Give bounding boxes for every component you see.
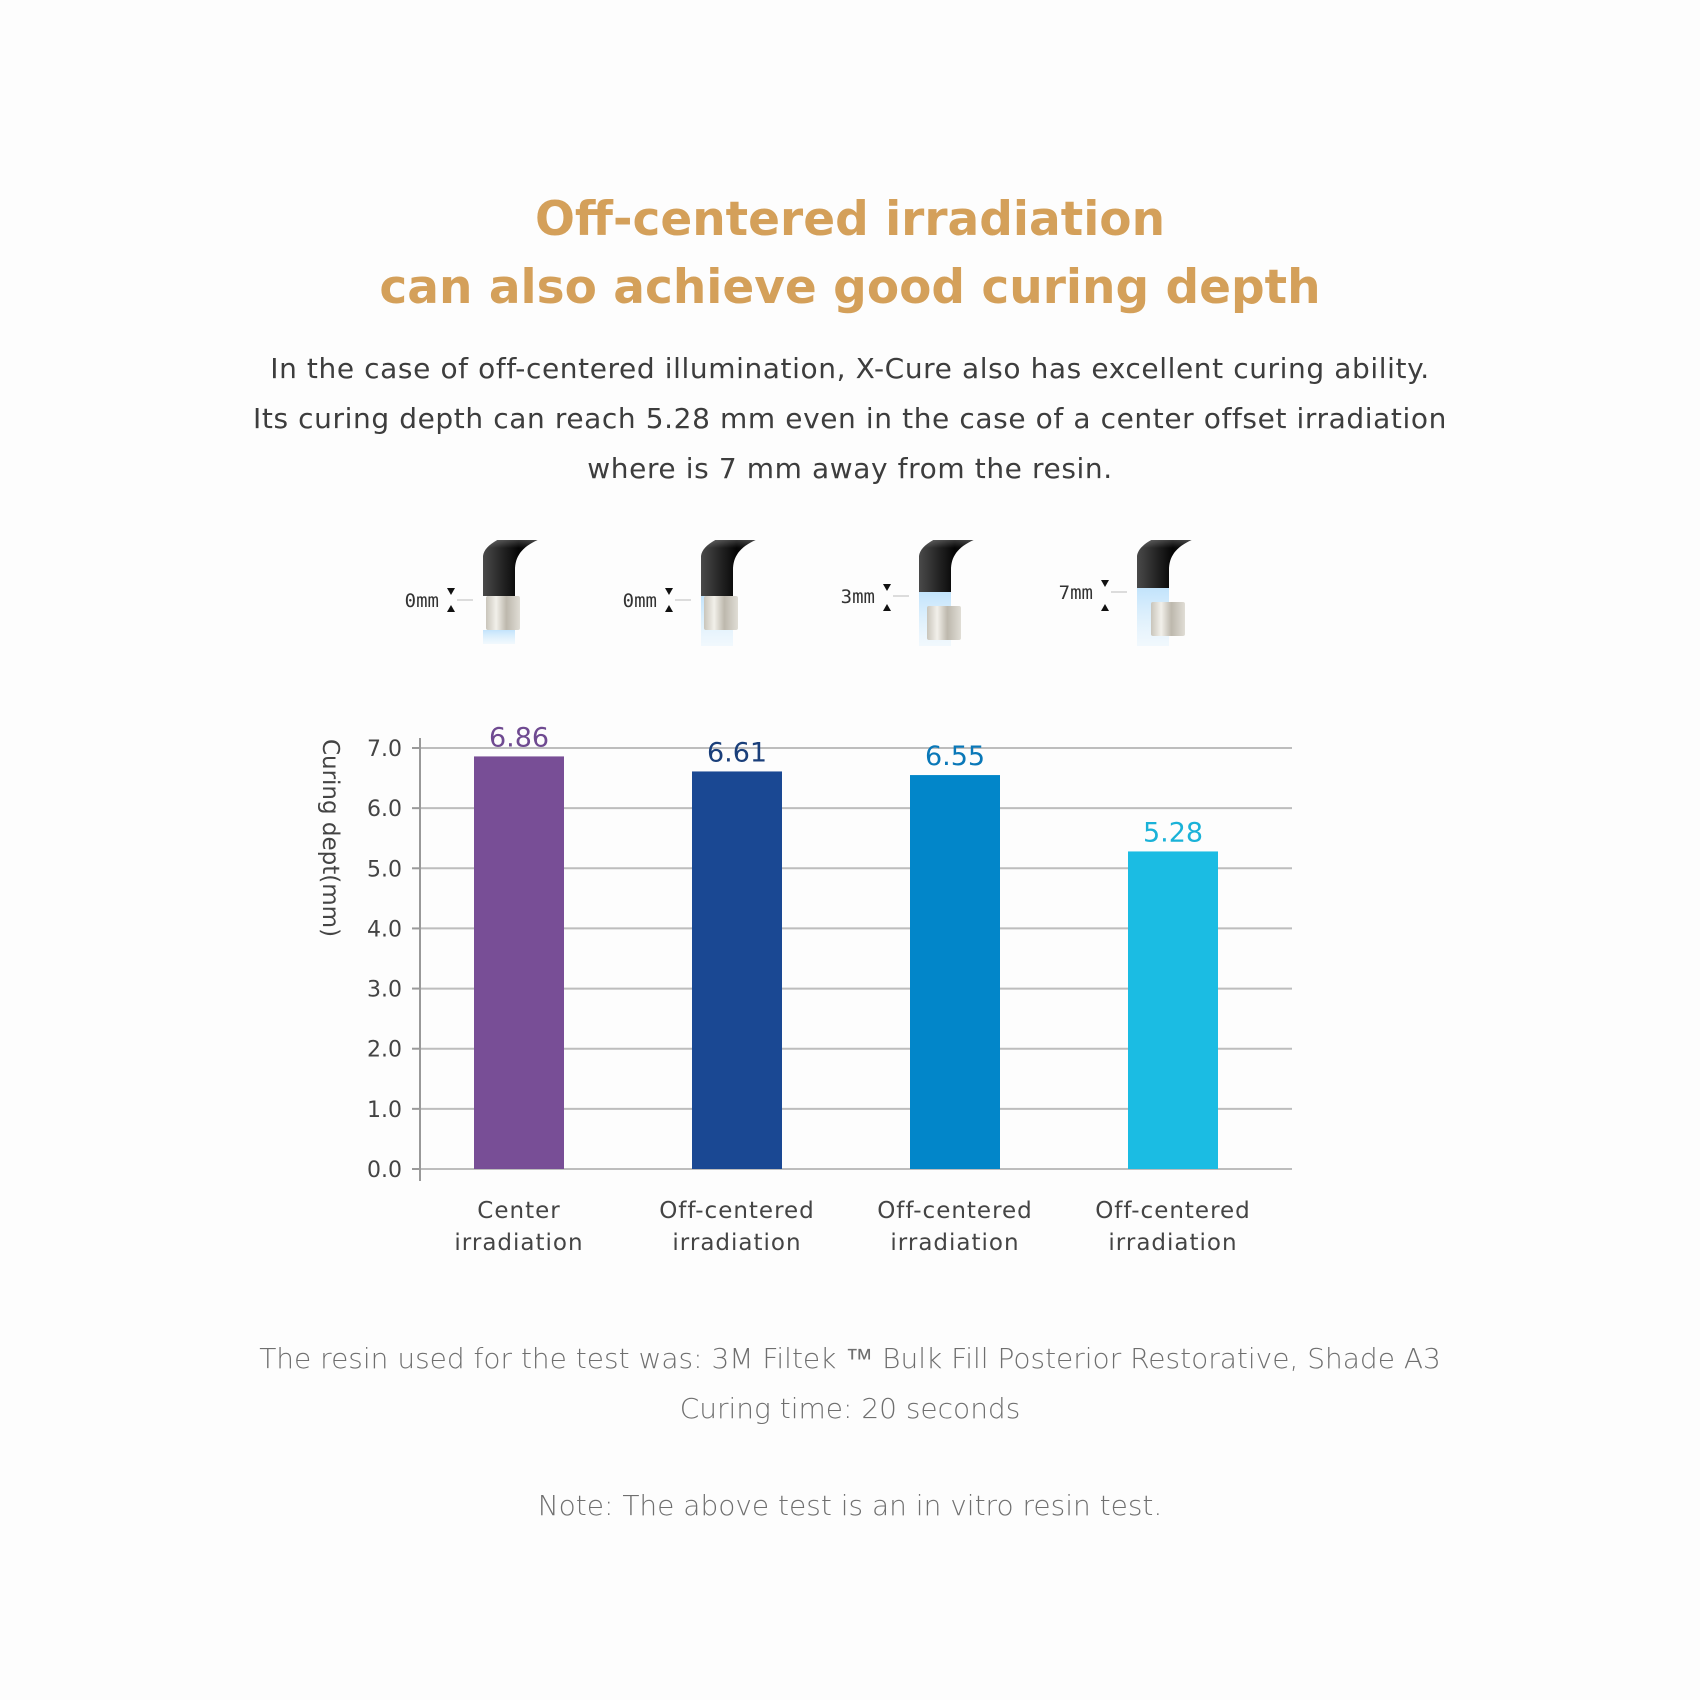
y-tick-label: 5.0 xyxy=(367,857,402,882)
page-title: Off-centered irradiation can also achiev… xyxy=(0,186,1700,322)
category-label: Off-centered xyxy=(877,1198,1033,1224)
category-labels: Center irradiation Off-centered irradiation… xyxy=(454,1198,1251,1256)
value-label: 6.61 xyxy=(707,737,767,768)
light-guide-illustration: 3mm xyxy=(841,540,1035,646)
cable-shape xyxy=(701,540,756,596)
light-guide-illustrations: 0mm 0mm 3mm 7mm xyxy=(405,540,1253,646)
category-label: irradiation xyxy=(890,1230,1019,1256)
test-info: The resin used for the test was: 3M Filt… xyxy=(0,1334,1700,1434)
value-label: 6.86 xyxy=(489,722,549,753)
test-note: Note: The above test is an in vitro resi… xyxy=(537,1489,1163,1522)
category-label: Center xyxy=(477,1198,560,1224)
description-line-3: where is 7 mm away from the resin. xyxy=(587,452,1113,485)
y-tick-labels: 0.0 1.0 2.0 3.0 4.0 5.0 6.0 7.0 xyxy=(367,737,402,1183)
arrow-down-icon xyxy=(883,584,891,591)
resin-sample xyxy=(927,606,961,640)
arrow-down-icon xyxy=(1101,580,1109,587)
cable-shape xyxy=(1137,540,1192,588)
y-tick-label: 1.0 xyxy=(367,1098,402,1123)
resin-sample xyxy=(1151,602,1185,636)
category-label: irradiation xyxy=(1108,1230,1237,1256)
resin-sample xyxy=(704,596,738,630)
bar xyxy=(474,756,564,1169)
description-line-2: Its curing depth can reach 5.28 mm even … xyxy=(253,402,1447,435)
y-tick-label: 4.0 xyxy=(367,917,402,942)
title-line-2: can also achieve good curing depth xyxy=(379,260,1321,315)
bars xyxy=(474,756,1218,1169)
arrow-down-icon xyxy=(447,588,455,595)
arrow-up-icon xyxy=(447,605,455,612)
cable-fade xyxy=(1113,540,1253,548)
description-line-1: In the case of off-centered illumination… xyxy=(270,352,1430,385)
offset-distance-label: 0mm xyxy=(623,590,657,612)
offset-distance-label: 7mm xyxy=(1059,582,1093,604)
resin-info: The resin used for the test was: 3M Filt… xyxy=(259,1342,1441,1375)
description: In the case of off-centered illumination… xyxy=(0,344,1700,494)
y-axis-title: Curing dept(mm) xyxy=(317,739,343,937)
curing-depth-bar-chart: 0mm 0mm 3mm 7mm 0.0 1.0 2.0 3.0 4.0 5.0 6.0 7.0 Cu… xyxy=(317,540,1292,1256)
bar xyxy=(692,771,782,1169)
resin-sample xyxy=(486,596,520,630)
cable-shape xyxy=(483,540,538,596)
curing-time: Curing time: 20 seconds xyxy=(679,1392,1021,1425)
chart-axes xyxy=(412,738,421,1181)
offset-distance-label: 3mm xyxy=(841,586,875,608)
arrow-up-icon xyxy=(665,605,673,612)
cable-fade xyxy=(677,540,817,548)
cable-fade xyxy=(459,540,599,548)
note-block: Note: The above test is an in vitro resi… xyxy=(0,1481,1700,1531)
y-tick-label: 0.0 xyxy=(367,1158,402,1183)
cable-fade xyxy=(895,540,1035,548)
arrow-up-icon xyxy=(883,604,891,611)
value-label: 6.55 xyxy=(925,741,985,772)
category-label: irradiation xyxy=(454,1230,583,1256)
category-label: irradiation xyxy=(672,1230,801,1256)
light-beam xyxy=(483,630,515,644)
y-tick-label: 7.0 xyxy=(367,737,402,762)
category-label: Off-centered xyxy=(1095,1198,1251,1224)
arrow-up-icon xyxy=(1101,604,1109,611)
bar xyxy=(910,775,1000,1169)
bar xyxy=(1128,851,1218,1169)
arrow-down-icon xyxy=(665,588,673,595)
y-tick-label: 2.0 xyxy=(367,1038,402,1063)
category-label: Off-centered xyxy=(659,1198,815,1224)
grid-lines xyxy=(420,747,1292,1170)
value-labels: 6.86 6.61 6.55 5.28 xyxy=(489,722,1203,848)
cable-shape xyxy=(919,540,974,592)
light-guide-illustration: 7mm xyxy=(1059,540,1253,646)
light-guide-illustration: 0mm xyxy=(405,540,599,644)
title-line-1: Off-centered irradiation xyxy=(534,192,1166,247)
light-guide-illustration: 0mm xyxy=(623,540,817,646)
y-tick-label: 6.0 xyxy=(367,797,402,822)
value-label: 5.28 xyxy=(1143,817,1203,848)
offset-distance-label: 0mm xyxy=(405,590,439,612)
y-tick-label: 3.0 xyxy=(367,978,402,1003)
